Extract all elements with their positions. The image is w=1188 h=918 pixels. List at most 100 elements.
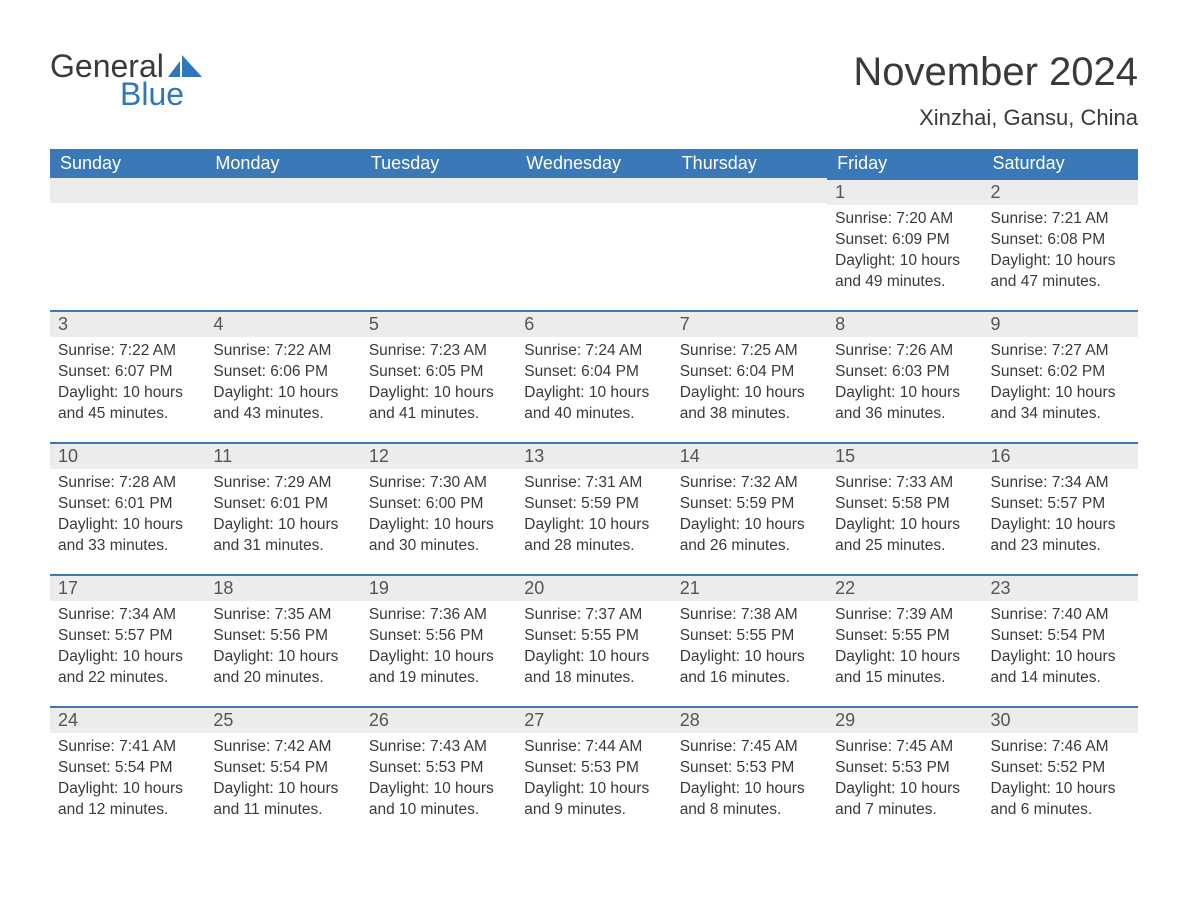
daylight-line: Daylight: 10 hours and 49 minutes. — [835, 251, 974, 293]
sunset-line: Sunset: 5:55 PM — [835, 626, 974, 647]
daylight-line: Daylight: 10 hours and 15 minutes. — [835, 647, 974, 689]
sunrise-line: Sunrise: 7:34 AM — [991, 473, 1130, 494]
day-number: 5 — [361, 310, 516, 337]
sunset-line: Sunset: 5:57 PM — [58, 626, 197, 647]
daylight-line: Daylight: 10 hours and 14 minutes. — [991, 647, 1130, 689]
sunset-line: Sunset: 5:57 PM — [991, 494, 1130, 515]
calendar-cell: 25Sunrise: 7:42 AMSunset: 5:54 PMDayligh… — [205, 706, 360, 838]
calendar-cell: 27Sunrise: 7:44 AMSunset: 5:53 PMDayligh… — [516, 706, 671, 838]
daylight-line: Daylight: 10 hours and 47 minutes. — [991, 251, 1130, 293]
sunset-line: Sunset: 5:54 PM — [991, 626, 1130, 647]
calendar-cell: 26Sunrise: 7:43 AMSunset: 5:53 PMDayligh… — [361, 706, 516, 838]
calendar-cell: 15Sunrise: 7:33 AMSunset: 5:58 PMDayligh… — [827, 442, 982, 574]
sunset-line: Sunset: 6:06 PM — [213, 362, 352, 383]
sunrise-line: Sunrise: 7:26 AM — [835, 341, 974, 362]
day-number: 13 — [516, 442, 671, 469]
sunrise-line: Sunrise: 7:20 AM — [835, 209, 974, 230]
daylight-line: Daylight: 10 hours and 7 minutes. — [835, 779, 974, 821]
daylight-line: Daylight: 10 hours and 20 minutes. — [213, 647, 352, 689]
sunset-line: Sunset: 6:01 PM — [58, 494, 197, 515]
sunset-line: Sunset: 5:53 PM — [369, 758, 508, 779]
empty-day-bar — [672, 178, 827, 203]
weekday-header: Saturday — [983, 149, 1138, 178]
day-number: 25 — [205, 706, 360, 733]
calendar-cell: 21Sunrise: 7:38 AMSunset: 5:55 PMDayligh… — [672, 574, 827, 706]
sunrise-line: Sunrise: 7:30 AM — [369, 473, 508, 494]
weekday-header: Friday — [827, 149, 982, 178]
daylight-line: Daylight: 10 hours and 43 minutes. — [213, 383, 352, 425]
sunset-line: Sunset: 6:07 PM — [58, 362, 197, 383]
sunrise-line: Sunrise: 7:43 AM — [369, 737, 508, 758]
calendar-cell: 28Sunrise: 7:45 AMSunset: 5:53 PMDayligh… — [672, 706, 827, 838]
day-details: Sunrise: 7:32 AMSunset: 5:59 PMDaylight:… — [672, 469, 827, 565]
day-details: Sunrise: 7:22 AMSunset: 6:06 PMDaylight:… — [205, 337, 360, 433]
day-number: 11 — [205, 442, 360, 469]
calendar-cell: 9Sunrise: 7:27 AMSunset: 6:02 PMDaylight… — [983, 310, 1138, 442]
day-details: Sunrise: 7:27 AMSunset: 6:02 PMDaylight:… — [983, 337, 1138, 433]
sunrise-line: Sunrise: 7:38 AM — [680, 605, 819, 626]
sunset-line: Sunset: 5:59 PM — [680, 494, 819, 515]
daylight-line: Daylight: 10 hours and 38 minutes. — [680, 383, 819, 425]
day-number: 19 — [361, 574, 516, 601]
calendar-cell: 8Sunrise: 7:26 AMSunset: 6:03 PMDaylight… — [827, 310, 982, 442]
header: General Blue November 2024 Xinzhai, Gans… — [50, 50, 1138, 131]
sunrise-line: Sunrise: 7:39 AM — [835, 605, 974, 626]
sunset-line: Sunset: 5:54 PM — [58, 758, 197, 779]
day-number: 24 — [50, 706, 205, 733]
sunset-line: Sunset: 5:53 PM — [524, 758, 663, 779]
daylight-line: Daylight: 10 hours and 9 minutes. — [524, 779, 663, 821]
sunrise-line: Sunrise: 7:36 AM — [369, 605, 508, 626]
sunrise-line: Sunrise: 7:21 AM — [991, 209, 1130, 230]
daylight-line: Daylight: 10 hours and 31 minutes. — [213, 515, 352, 557]
calendar-cell — [516, 178, 671, 310]
sunrise-line: Sunrise: 7:23 AM — [369, 341, 508, 362]
day-number: 29 — [827, 706, 982, 733]
day-details: Sunrise: 7:26 AMSunset: 6:03 PMDaylight:… — [827, 337, 982, 433]
day-details: Sunrise: 7:46 AMSunset: 5:52 PMDaylight:… — [983, 733, 1138, 829]
day-details: Sunrise: 7:28 AMSunset: 6:01 PMDaylight:… — [50, 469, 205, 565]
day-details: Sunrise: 7:21 AMSunset: 6:08 PMDaylight:… — [983, 205, 1138, 301]
daylight-line: Daylight: 10 hours and 18 minutes. — [524, 647, 663, 689]
sunrise-line: Sunrise: 7:33 AM — [835, 473, 974, 494]
day-number: 21 — [672, 574, 827, 601]
sunset-line: Sunset: 5:56 PM — [369, 626, 508, 647]
day-number: 23 — [983, 574, 1138, 601]
daylight-line: Daylight: 10 hours and 45 minutes. — [58, 383, 197, 425]
day-details: Sunrise: 7:42 AMSunset: 5:54 PMDaylight:… — [205, 733, 360, 829]
sunrise-line: Sunrise: 7:37 AM — [524, 605, 663, 626]
day-number: 30 — [983, 706, 1138, 733]
sunset-line: Sunset: 5:58 PM — [835, 494, 974, 515]
calendar-cell — [672, 178, 827, 310]
sunset-line: Sunset: 5:52 PM — [991, 758, 1130, 779]
day-details: Sunrise: 7:29 AMSunset: 6:01 PMDaylight:… — [205, 469, 360, 565]
sunrise-line: Sunrise: 7:25 AM — [680, 341, 819, 362]
calendar-cell: 6Sunrise: 7:24 AMSunset: 6:04 PMDaylight… — [516, 310, 671, 442]
day-details: Sunrise: 7:37 AMSunset: 5:55 PMDaylight:… — [516, 601, 671, 697]
calendar-cell — [361, 178, 516, 310]
day-number: 10 — [50, 442, 205, 469]
daylight-line: Daylight: 10 hours and 25 minutes. — [835, 515, 974, 557]
calendar-cell: 3Sunrise: 7:22 AMSunset: 6:07 PMDaylight… — [50, 310, 205, 442]
daylight-line: Daylight: 10 hours and 40 minutes. — [524, 383, 663, 425]
daylight-line: Daylight: 10 hours and 11 minutes. — [213, 779, 352, 821]
sunrise-line: Sunrise: 7:32 AM — [680, 473, 819, 494]
title-block: November 2024 Xinzhai, Gansu, China — [853, 50, 1138, 131]
location: Xinzhai, Gansu, China — [853, 105, 1138, 131]
daylight-line: Daylight: 10 hours and 12 minutes. — [58, 779, 197, 821]
sunset-line: Sunset: 6:00 PM — [369, 494, 508, 515]
day-number: 27 — [516, 706, 671, 733]
day-details: Sunrise: 7:20 AMSunset: 6:09 PMDaylight:… — [827, 205, 982, 301]
daylight-line: Daylight: 10 hours and 10 minutes. — [369, 779, 508, 821]
calendar-cell: 11Sunrise: 7:29 AMSunset: 6:01 PMDayligh… — [205, 442, 360, 574]
sunset-line: Sunset: 5:53 PM — [835, 758, 974, 779]
sunrise-line: Sunrise: 7:46 AM — [991, 737, 1130, 758]
day-details: Sunrise: 7:45 AMSunset: 5:53 PMDaylight:… — [672, 733, 827, 829]
day-number: 28 — [672, 706, 827, 733]
weekday-header: Wednesday — [516, 149, 671, 178]
day-number: 8 — [827, 310, 982, 337]
calendar-cell — [50, 178, 205, 310]
daylight-line: Daylight: 10 hours and 41 minutes. — [369, 383, 508, 425]
calendar-week-row: 3Sunrise: 7:22 AMSunset: 6:07 PMDaylight… — [50, 310, 1138, 442]
sunrise-line: Sunrise: 7:28 AM — [58, 473, 197, 494]
calendar-cell: 18Sunrise: 7:35 AMSunset: 5:56 PMDayligh… — [205, 574, 360, 706]
